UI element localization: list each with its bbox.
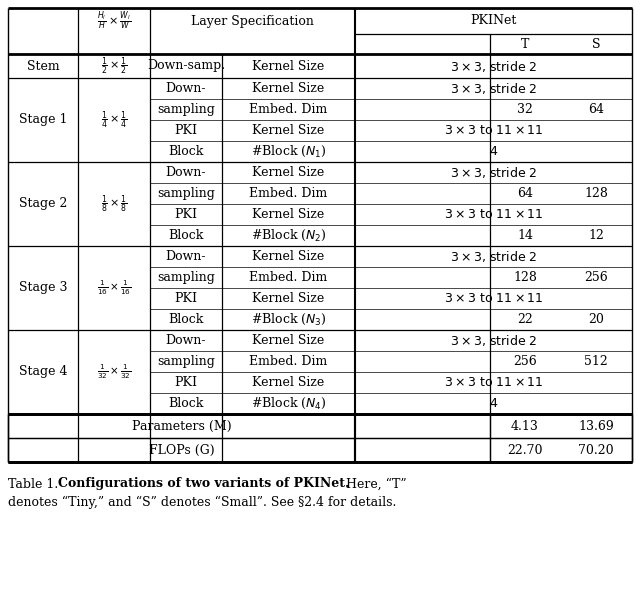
Text: Kernel Size: Kernel Size [252, 208, 324, 221]
Text: Down-: Down- [166, 250, 206, 263]
Text: Kernel Size: Kernel Size [252, 292, 324, 305]
Text: S: S [592, 37, 600, 50]
Text: 128: 128 [513, 271, 537, 284]
Text: Block: Block [168, 397, 204, 410]
Text: $3 \times 3$, stride 2: $3 \times 3$, stride 2 [450, 333, 537, 348]
Text: sampling: sampling [157, 271, 215, 284]
Text: PKI: PKI [175, 292, 198, 305]
Text: Embed. Dim: Embed. Dim [250, 103, 328, 116]
Text: 4: 4 [490, 145, 497, 158]
Text: $3 \times 3$, stride 2: $3 \times 3$, stride 2 [450, 59, 537, 73]
Text: 256: 256 [584, 271, 608, 284]
Text: FLOPs (G): FLOPs (G) [148, 443, 214, 456]
Text: Kernel Size: Kernel Size [252, 250, 324, 263]
Text: 70.20: 70.20 [578, 443, 614, 456]
Text: Embed. Dim: Embed. Dim [250, 271, 328, 284]
Text: #Block ($N_1$): #Block ($N_1$) [251, 144, 326, 159]
Text: Block: Block [168, 313, 204, 326]
Text: $\frac{H_l}{H} \times \frac{W_l}{W}$: $\frac{H_l}{H} \times \frac{W_l}{W}$ [97, 9, 131, 33]
Text: $\frac{1}{4} \times \frac{1}{4}$: $\frac{1}{4} \times \frac{1}{4}$ [100, 109, 127, 131]
Text: Embed. Dim: Embed. Dim [250, 187, 328, 200]
Text: Block: Block [168, 229, 204, 242]
Text: Kernel Size: Kernel Size [252, 82, 324, 95]
Text: sampling: sampling [157, 355, 215, 368]
Text: Kernel Size: Kernel Size [252, 334, 324, 347]
Text: $3 \times 3$ to $11 \times 11$: $3 \times 3$ to $11 \times 11$ [444, 292, 543, 305]
Text: $3 \times 3$, stride 2: $3 \times 3$, stride 2 [450, 81, 537, 96]
Text: Stage 2: Stage 2 [19, 197, 67, 210]
Text: Stage 1: Stage 1 [19, 113, 67, 126]
Text: 128: 128 [584, 187, 608, 200]
Text: $3 \times 3$, stride 2: $3 \times 3$, stride 2 [450, 249, 537, 264]
Text: 64: 64 [588, 103, 604, 116]
Text: $3 \times 3$, stride 2: $3 \times 3$, stride 2 [450, 165, 537, 180]
Text: PKI: PKI [175, 376, 198, 389]
Text: $3 \times 3$ to $11 \times 11$: $3 \times 3$ to $11 \times 11$ [444, 376, 543, 389]
Text: $\frac{1}{32} \times \frac{1}{32}$: $\frac{1}{32} \times \frac{1}{32}$ [97, 363, 131, 381]
Text: denotes “Tiny,” and “S” denotes “Small”. See §2.4 for details.: denotes “Tiny,” and “S” denotes “Small”.… [8, 495, 396, 509]
Text: $3 \times 3$ to $11 \times 11$: $3 \times 3$ to $11 \times 11$ [444, 208, 543, 221]
Text: PKI: PKI [175, 124, 198, 137]
Text: Stage 3: Stage 3 [19, 281, 67, 294]
Text: $\frac{1}{8} \times \frac{1}{8}$: $\frac{1}{8} \times \frac{1}{8}$ [100, 193, 127, 215]
Text: #Block ($N_3$): #Block ($N_3$) [251, 312, 326, 327]
Text: 32: 32 [517, 103, 533, 116]
Text: $\frac{1}{2} \times \frac{1}{2}$: $\frac{1}{2} \times \frac{1}{2}$ [100, 56, 127, 77]
Text: Kernel Size: Kernel Size [252, 166, 324, 179]
Text: Parameters (M): Parameters (M) [132, 420, 231, 433]
Text: Down-: Down- [166, 166, 206, 179]
Text: 256: 256 [513, 355, 537, 368]
Text: 20: 20 [588, 313, 604, 326]
Text: $3 \times 3$ to $11 \times 11$: $3 \times 3$ to $11 \times 11$ [444, 124, 543, 137]
Text: Down-: Down- [166, 82, 206, 95]
Text: 22: 22 [517, 313, 533, 326]
Text: Kernel Size: Kernel Size [252, 376, 324, 389]
Text: Down-samp.: Down-samp. [147, 60, 225, 73]
Text: Table 1.: Table 1. [8, 478, 67, 491]
Text: Layer Specification: Layer Specification [191, 15, 314, 28]
Text: Embed. Dim: Embed. Dim [250, 355, 328, 368]
Text: 64: 64 [517, 187, 533, 200]
Text: Kernel Size: Kernel Size [252, 124, 324, 137]
Text: 14: 14 [517, 229, 533, 242]
Text: PKI: PKI [175, 208, 198, 221]
Text: Block: Block [168, 145, 204, 158]
Text: 4: 4 [490, 397, 497, 410]
Text: Here, “T”: Here, “T” [338, 478, 406, 491]
Text: Configurations of two variants of PKINet.: Configurations of two variants of PKINet… [58, 478, 349, 491]
Text: sampling: sampling [157, 187, 215, 200]
Text: 512: 512 [584, 355, 608, 368]
Text: Kernel Size: Kernel Size [252, 60, 324, 73]
Text: Stem: Stem [27, 60, 60, 73]
Text: 12: 12 [588, 229, 604, 242]
Text: $\frac{1}{16} \times \frac{1}{16}$: $\frac{1}{16} \times \frac{1}{16}$ [97, 279, 131, 297]
Text: #Block ($N_4$): #Block ($N_4$) [251, 396, 326, 411]
Text: 13.69: 13.69 [578, 420, 614, 433]
Text: #Block ($N_2$): #Block ($N_2$) [251, 228, 326, 243]
Text: T: T [521, 37, 529, 50]
Text: Stage 4: Stage 4 [19, 365, 67, 378]
Text: 4.13: 4.13 [511, 420, 539, 433]
Bar [78, 414, 355, 462]
Text: sampling: sampling [157, 103, 215, 116]
Text: Down-: Down- [166, 334, 206, 347]
Text: 22.70: 22.70 [508, 443, 543, 456]
Text: PKINet: PKINet [470, 15, 516, 28]
